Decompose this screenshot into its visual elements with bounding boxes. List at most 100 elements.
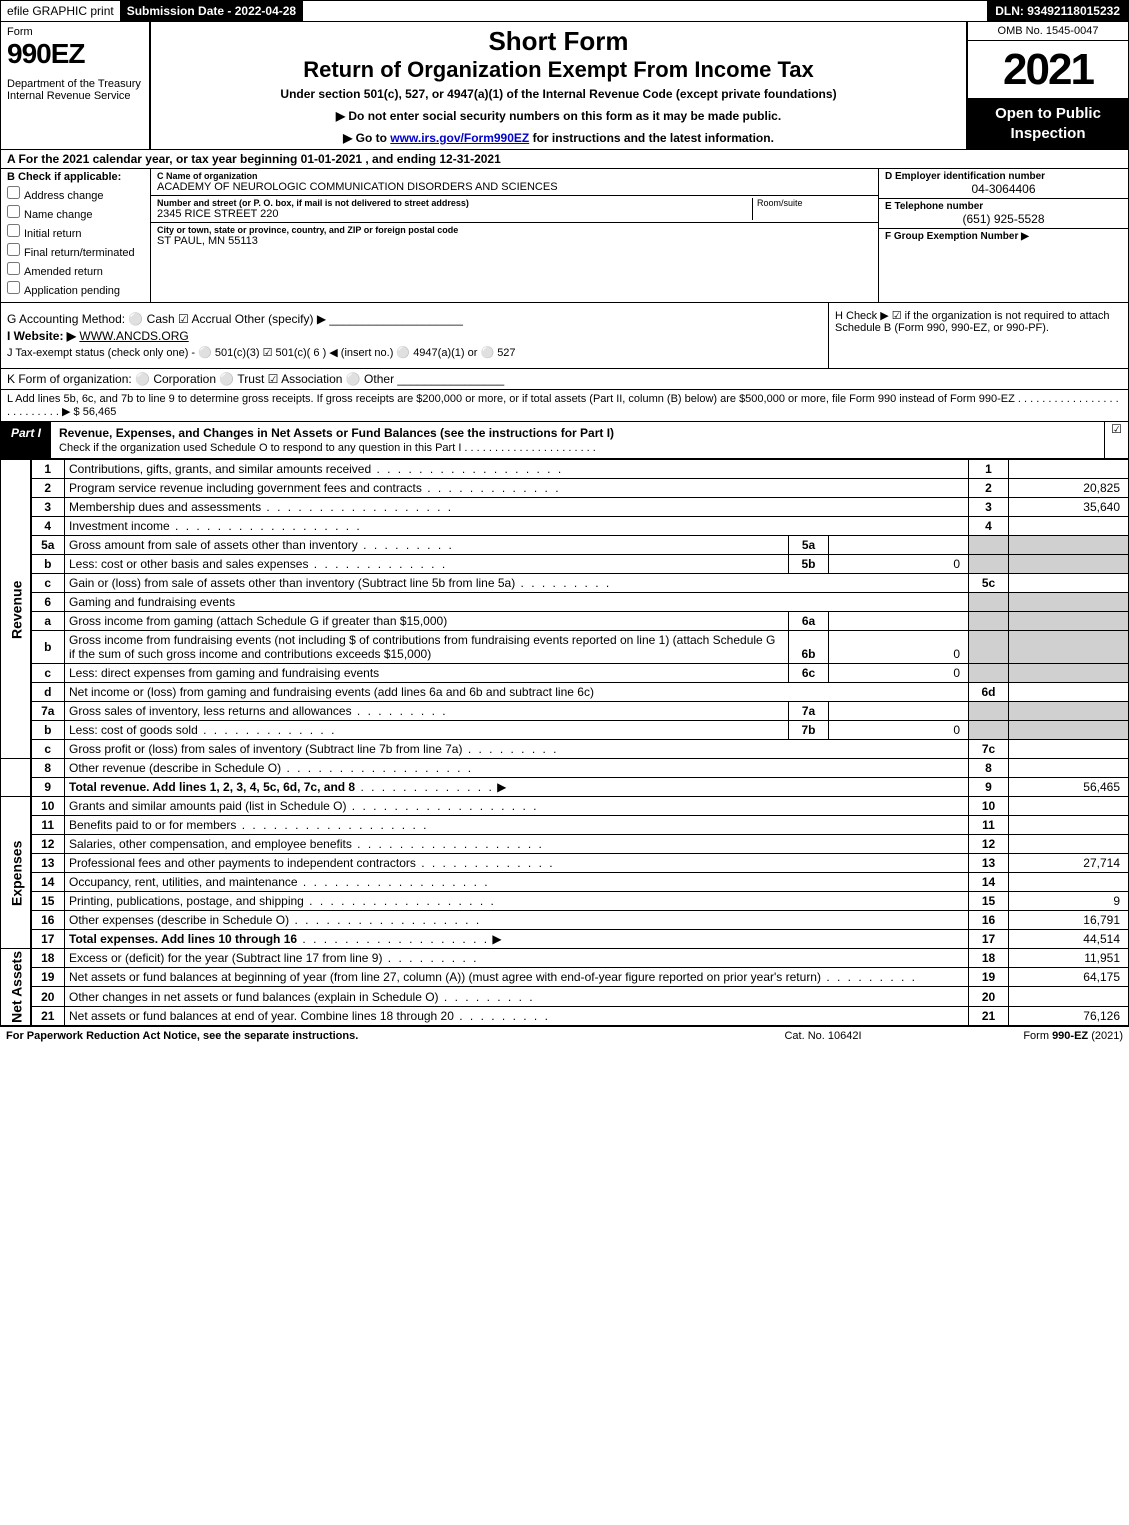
part1-title: Revenue, Expenses, and Changes in Net As… (51, 422, 1104, 458)
r5a-rl (969, 536, 1009, 555)
r7b-mv: 0 (829, 721, 969, 740)
box-f: F Group Exemption Number ▶ (879, 229, 1128, 302)
row-2: 2 Program service revenue including gove… (1, 479, 1129, 498)
r12-desc: Salaries, other compensation, and employ… (65, 835, 969, 854)
checkbox-amended[interactable] (7, 262, 20, 275)
r6-rl (969, 593, 1009, 612)
row-7c: c Gross profit or (loss) from sales of i… (1, 740, 1129, 759)
checkbox-initial[interactable] (7, 224, 20, 237)
r6d-rv (1009, 683, 1129, 702)
r10-desc: Grants and similar amounts paid (list in… (65, 797, 969, 816)
chk-final-return[interactable]: Final return/terminated (7, 243, 144, 259)
city-label: City or town, state or province, country… (157, 225, 458, 235)
r3-rv: 35,640 (1009, 498, 1129, 517)
line-i: I Website: ▶ WWW.ANCDS.ORG (7, 329, 822, 343)
row-16: 16 Other expenses (describe in Schedule … (1, 911, 1129, 930)
r6c-num: c (31, 664, 65, 683)
chk-name-change[interactable]: Name change (7, 205, 144, 221)
r5a-mv (829, 536, 969, 555)
checkbox-pending[interactable] (7, 281, 20, 294)
r5b-ml: 5b (789, 555, 829, 574)
row-5c: c Gain or (loss) from sale of assets oth… (1, 574, 1129, 593)
r5a-desc: Gross amount from sale of assets other t… (65, 536, 789, 555)
header-right: OMB No. 1545-0047 2021 Open to Public In… (968, 22, 1128, 149)
r17-num: 17 (31, 930, 65, 949)
r9-desc: Total revenue. Add lines 1, 2, 3, 4, 5c,… (65, 778, 969, 797)
r7c-num: c (31, 740, 65, 759)
footer-form: Form 990-EZ (2021) (923, 1030, 1123, 1042)
r14-num: 14 (31, 873, 65, 892)
street-row: Number and street (or P. O. box, if mail… (151, 196, 878, 223)
row-7a: 7a Gross sales of inventory, less return… (1, 702, 1129, 721)
r16-num: 16 (31, 911, 65, 930)
r15-num: 15 (31, 892, 65, 911)
row-18: Net Assets 18 Excess or (deficit) for th… (1, 949, 1129, 968)
tax-year: 2021 (968, 41, 1128, 98)
r12-rv (1009, 835, 1129, 854)
r1-num: 1 (31, 460, 65, 479)
r3-rl: 3 (969, 498, 1009, 517)
r16-rv: 16,791 (1009, 911, 1129, 930)
row-10: Expenses 10 Grants and similar amounts p… (1, 797, 1129, 816)
irs-link[interactable]: www.irs.gov/Form990EZ (390, 131, 529, 145)
r9-rv: 56,465 (1009, 778, 1129, 797)
section-ghij: G Accounting Method: ⚪ Cash ☑ Accrual Ot… (0, 303, 1129, 369)
r6-rv (1009, 593, 1129, 612)
chk-amended[interactable]: Amended return (7, 262, 144, 278)
rev-gap (1, 759, 31, 797)
r21-rv: 76,126 (1009, 1006, 1129, 1025)
row-5b: b Less: cost or other basis and sales ex… (1, 555, 1129, 574)
note-ssn: ▶ Do not enter social security numbers o… (157, 109, 960, 123)
row-12: 12 Salaries, other compensation, and emp… (1, 835, 1129, 854)
r5b-rv (1009, 555, 1129, 574)
r10-rv (1009, 797, 1129, 816)
r7b-num: b (31, 721, 65, 740)
checkbox-address[interactable] (7, 186, 20, 199)
row-4: 4 Investment income 4 (1, 517, 1129, 536)
chk-initial-return[interactable]: Initial return (7, 224, 144, 240)
checkbox-name[interactable] (7, 205, 20, 218)
part1-checkbox[interactable]: ☑ (1104, 422, 1128, 458)
website-link[interactable]: WWW.ANCDS.ORG (79, 329, 188, 343)
r21-desc: Net assets or fund balances at end of ye… (65, 1006, 969, 1025)
efile-link[interactable]: efile GRAPHIC print (1, 1, 121, 21)
r20-desc: Other changes in net assets or fund bala… (65, 987, 969, 1006)
part1-tab: Part I (1, 422, 51, 458)
spacer (303, 1, 987, 21)
form-header: Form 990EZ Department of the Treasury In… (0, 22, 1129, 150)
r20-rv (1009, 987, 1129, 1006)
r5c-rv (1009, 574, 1129, 593)
street-label: Number and street (or P. O. box, if mail… (157, 198, 752, 208)
r18-rv: 11,951 (1009, 949, 1129, 968)
line-g: G Accounting Method: ⚪ Cash ☑ Accrual Ot… (7, 312, 822, 326)
checkbox-final[interactable] (7, 243, 20, 256)
footer-left: For Paperwork Reduction Act Notice, see … (6, 1030, 723, 1042)
r15-rv: 9 (1009, 892, 1129, 911)
r6b-mv: 0 (829, 631, 969, 664)
r6c-mv: 0 (829, 664, 969, 683)
row-6: 6 Gaming and fundraising events (1, 593, 1129, 612)
chk-pending[interactable]: Application pending (7, 281, 144, 297)
line-a: A For the 2021 calendar year, or tax yea… (0, 150, 1129, 169)
part1-table: Revenue 1 Contributions, gifts, grants, … (0, 459, 1129, 1026)
r6a-num: a (31, 612, 65, 631)
row-11: 11 Benefits paid to or for members 11 (1, 816, 1129, 835)
row-9: 9 Total revenue. Add lines 1, 2, 3, 4, 5… (1, 778, 1129, 797)
r2-rv: 20,825 (1009, 479, 1129, 498)
r7a-mv (829, 702, 969, 721)
r5a-num: 5a (31, 536, 65, 555)
r5c-num: c (31, 574, 65, 593)
note-link: ▶ Go to www.irs.gov/Form990EZ for instru… (157, 131, 960, 145)
r8-num: 8 (31, 759, 65, 778)
r13-rl: 13 (969, 854, 1009, 873)
r6c-rl (969, 664, 1009, 683)
r7a-desc: Gross sales of inventory, less returns a… (65, 702, 789, 721)
row-14: 14 Occupancy, rent, utilities, and maint… (1, 873, 1129, 892)
ein: 04-3064406 (885, 182, 1122, 196)
r16-desc: Other expenses (describe in Schedule O) (65, 911, 969, 930)
chk-address-change[interactable]: Address change (7, 186, 144, 202)
r3-desc: Membership dues and assessments (65, 498, 969, 517)
r6c-desc: Less: direct expenses from gaming and fu… (65, 664, 789, 683)
row-7b: b Less: cost of goods sold 7b 0 (1, 721, 1129, 740)
r19-rv: 64,175 (1009, 968, 1129, 987)
